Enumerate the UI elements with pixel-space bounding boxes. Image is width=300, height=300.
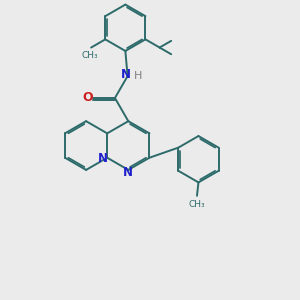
- Text: CH₃: CH₃: [189, 200, 205, 208]
- Text: N: N: [98, 152, 108, 165]
- Text: H: H: [134, 70, 142, 80]
- Text: N: N: [121, 68, 131, 80]
- Text: N: N: [123, 167, 133, 179]
- Text: CH₃: CH₃: [81, 51, 98, 60]
- Text: N: N: [99, 152, 108, 165]
- Text: O: O: [83, 91, 94, 104]
